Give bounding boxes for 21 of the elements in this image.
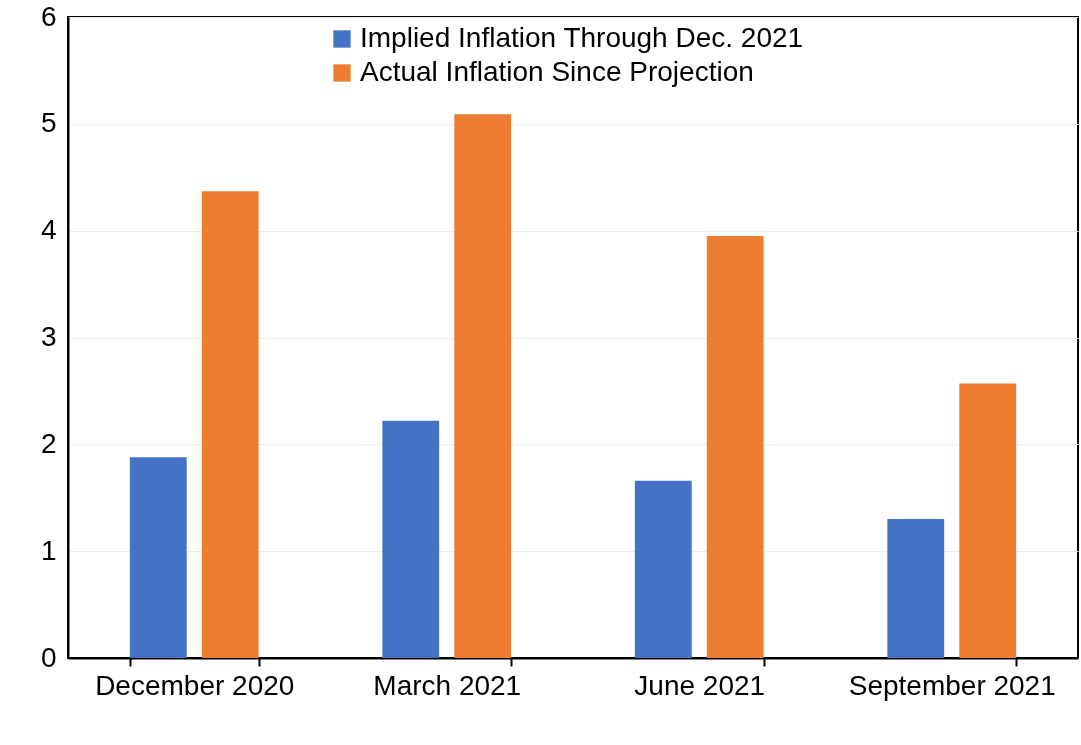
x-tick-label: March 2021	[373, 669, 522, 701]
legend-label: Actual Inflation Since Projection	[360, 56, 754, 87]
y-tick-label: 0	[40, 641, 57, 673]
bar	[634, 480, 692, 658]
y-tick-label: 4	[40, 214, 57, 246]
y-tick-label: 6	[40, 0, 57, 32]
x-tick-label: December 2020	[95, 669, 295, 701]
x-tick-label: June 2021	[634, 669, 766, 701]
bar	[706, 236, 764, 658]
x-tick-label: September 2021	[848, 669, 1056, 701]
y-tick-label: 3	[40, 321, 57, 352]
y-tick-label: 1	[40, 534, 57, 566]
bar	[959, 383, 1017, 658]
bar	[454, 114, 512, 658]
bar	[129, 457, 187, 658]
y-tick-label: 2	[40, 427, 57, 459]
bar	[887, 519, 945, 658]
legend-label: Implied Inflation Through Dec. 2021	[360, 22, 804, 53]
bar	[382, 420, 440, 658]
bar	[201, 191, 259, 658]
y-tick-label: 5	[40, 107, 57, 139]
